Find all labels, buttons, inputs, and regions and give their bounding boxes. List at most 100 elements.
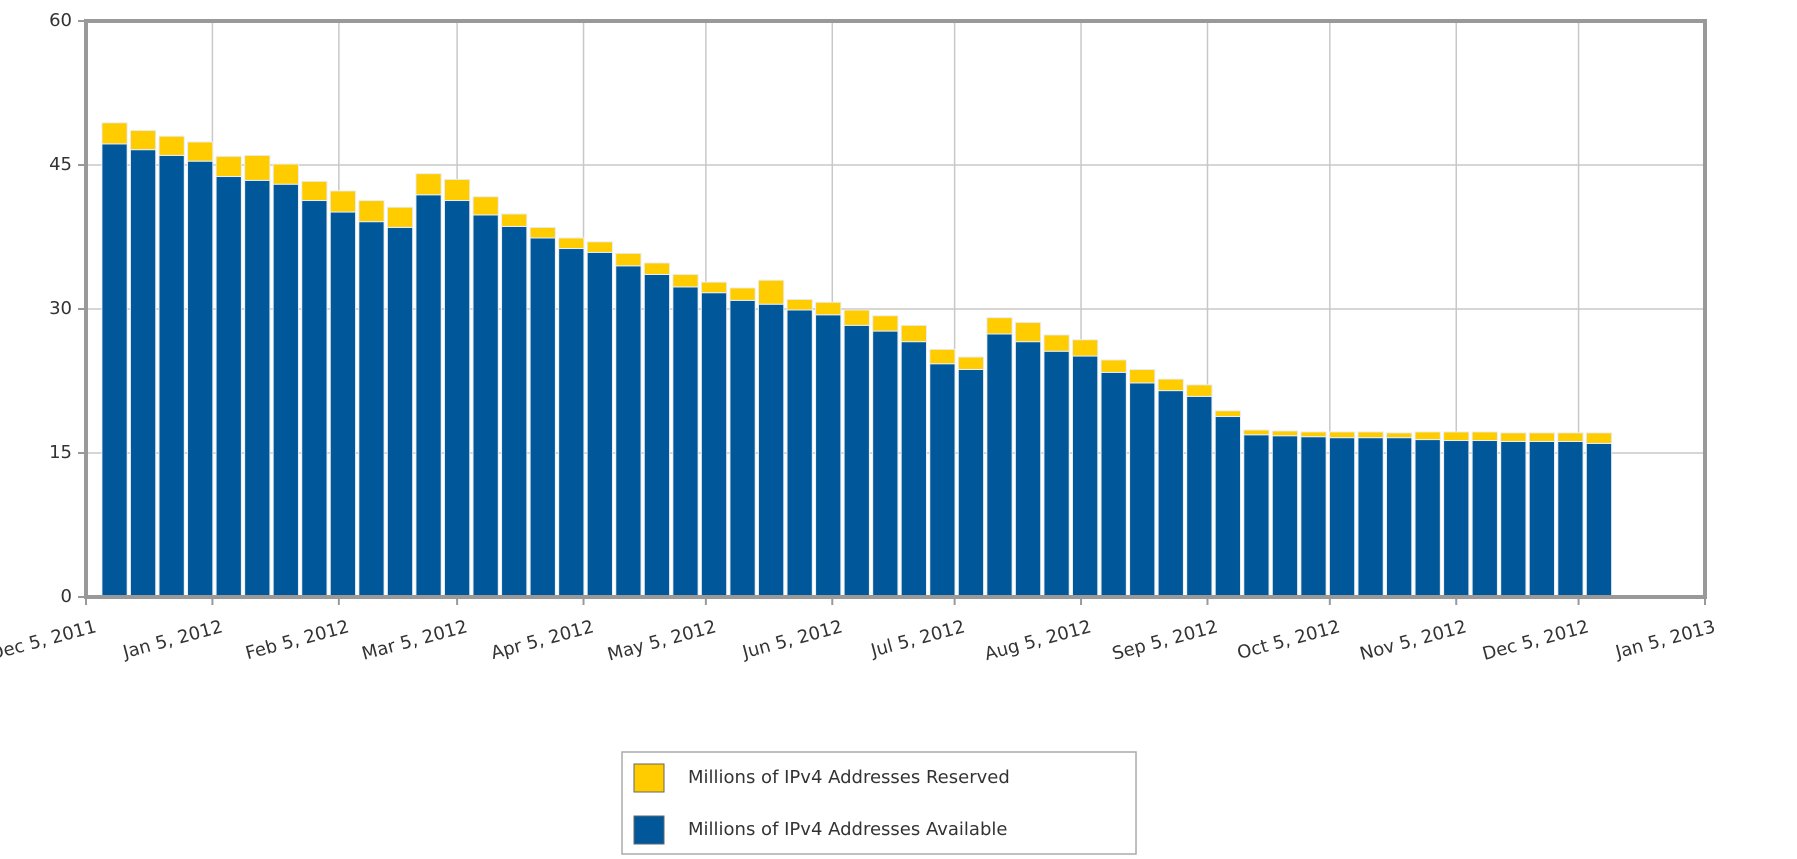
bar-segment bbox=[643, 273, 671, 598]
bar-segment bbox=[615, 265, 642, 598]
plot-border bbox=[84, 19, 1707, 599]
bar-segment bbox=[1243, 434, 1270, 598]
bar-segment bbox=[386, 226, 414, 598]
bar-segment bbox=[1443, 440, 1470, 598]
bar-segment bbox=[843, 309, 870, 326]
bar-segment bbox=[1271, 435, 1299, 598]
bar-segment bbox=[786, 298, 813, 311]
bar-segment bbox=[757, 303, 785, 598]
bar-segment bbox=[1214, 410, 1242, 418]
bar-segment bbox=[1157, 378, 1184, 392]
bar-segment bbox=[643, 262, 671, 275]
bar-segment bbox=[215, 155, 242, 178]
bar-segment bbox=[529, 237, 556, 598]
bar-segment bbox=[244, 179, 271, 598]
bar-segment bbox=[129, 129, 157, 151]
bar-segment bbox=[672, 286, 699, 598]
bar-segment bbox=[1500, 432, 1527, 442]
bar-segment bbox=[729, 299, 756, 598]
bar-segment bbox=[986, 333, 1013, 598]
bar-segment bbox=[187, 141, 214, 162]
bar-segment bbox=[872, 315, 899, 332]
bar-segment bbox=[729, 287, 756, 301]
x-tick-label: Sep 5, 2012 bbox=[1110, 616, 1220, 664]
bar-segment bbox=[101, 143, 128, 598]
x-tick-label: Jun 5, 2012 bbox=[739, 616, 844, 663]
bar-segment bbox=[986, 317, 1013, 335]
bar-segment bbox=[1414, 439, 1441, 598]
bar-segment bbox=[1386, 437, 1413, 598]
bar-segment bbox=[558, 237, 585, 250]
bar-segment bbox=[472, 214, 499, 598]
bar-segment bbox=[1528, 440, 1556, 598]
bar-segment bbox=[900, 341, 927, 598]
bar-segment bbox=[1386, 432, 1413, 439]
y-tick-label: 30 bbox=[49, 298, 72, 319]
bar-segment bbox=[700, 292, 728, 598]
x-tick-label: Jul 5, 2012 bbox=[868, 616, 967, 661]
bar-segment bbox=[187, 160, 214, 598]
bar-segment bbox=[301, 200, 328, 598]
bar-segment bbox=[1557, 440, 1584, 598]
legend-swatch bbox=[633, 815, 665, 845]
bar-segment bbox=[815, 301, 842, 316]
bar-segment bbox=[558, 248, 585, 598]
bar-segment bbox=[1243, 429, 1270, 436]
bar-segment bbox=[215, 176, 242, 598]
bar-segment bbox=[1328, 431, 1356, 439]
bar-segment bbox=[1100, 371, 1127, 598]
bar-segment bbox=[443, 178, 471, 202]
bar-segment bbox=[272, 163, 299, 185]
bar-segment bbox=[472, 196, 499, 216]
bar-segment bbox=[1557, 432, 1584, 442]
bar-segment bbox=[1129, 382, 1156, 598]
bar-segment bbox=[900, 324, 927, 343]
bar-segment bbox=[957, 356, 985, 370]
bar-segment bbox=[1500, 440, 1527, 598]
bar-segment bbox=[1300, 436, 1327, 598]
bar-segment bbox=[1186, 395, 1213, 598]
bar-segment bbox=[700, 281, 728, 294]
bar-segment bbox=[1071, 339, 1099, 357]
bar-segment bbox=[1043, 350, 1070, 598]
bar-segment bbox=[1186, 384, 1213, 397]
bar-segment bbox=[443, 200, 471, 598]
bar-segment bbox=[672, 273, 699, 288]
bar-segment bbox=[1585, 432, 1613, 444]
x-tick-label: Jan 5, 2012 bbox=[120, 616, 225, 663]
bar-segment bbox=[415, 173, 442, 196]
bar-segment bbox=[586, 251, 613, 598]
bar-segment bbox=[244, 154, 271, 181]
bar-segment bbox=[1414, 431, 1441, 441]
bar-segment bbox=[358, 221, 385, 598]
bar-segment bbox=[1014, 321, 1042, 343]
bar-segment bbox=[1129, 368, 1156, 384]
bar-segment bbox=[586, 241, 613, 253]
bar-segment bbox=[1100, 359, 1127, 373]
y-tick-label: 0 bbox=[61, 586, 72, 607]
legend-swatch bbox=[633, 763, 665, 793]
bar-segment bbox=[272, 183, 299, 598]
bar-segment bbox=[101, 122, 128, 145]
x-tick-label: Feb 5, 2012 bbox=[243, 616, 351, 664]
bar-segment bbox=[1328, 437, 1356, 598]
y-tick-label: 60 bbox=[49, 10, 72, 31]
bar-segment bbox=[815, 314, 842, 598]
bar-segment bbox=[1214, 416, 1242, 598]
legend-label: Millions of IPv4 Addresses Reserved bbox=[688, 767, 1010, 788]
bar-segment bbox=[1043, 334, 1070, 352]
bar-segment bbox=[329, 211, 357, 598]
bar-segment bbox=[329, 190, 357, 213]
bar-segment bbox=[929, 348, 956, 365]
bar-segment bbox=[158, 135, 185, 156]
bar-segment bbox=[615, 252, 642, 267]
bar-segment bbox=[358, 200, 385, 223]
bar-segment bbox=[843, 324, 870, 598]
x-tick-label: Jan 5, 2013 bbox=[1612, 616, 1717, 663]
x-tick-label: Dec 5, 2012 bbox=[1480, 616, 1591, 665]
bar-segment bbox=[1443, 431, 1470, 442]
bar-segment bbox=[929, 363, 956, 598]
bar-segment bbox=[301, 180, 328, 202]
bar-segment bbox=[1585, 442, 1613, 598]
